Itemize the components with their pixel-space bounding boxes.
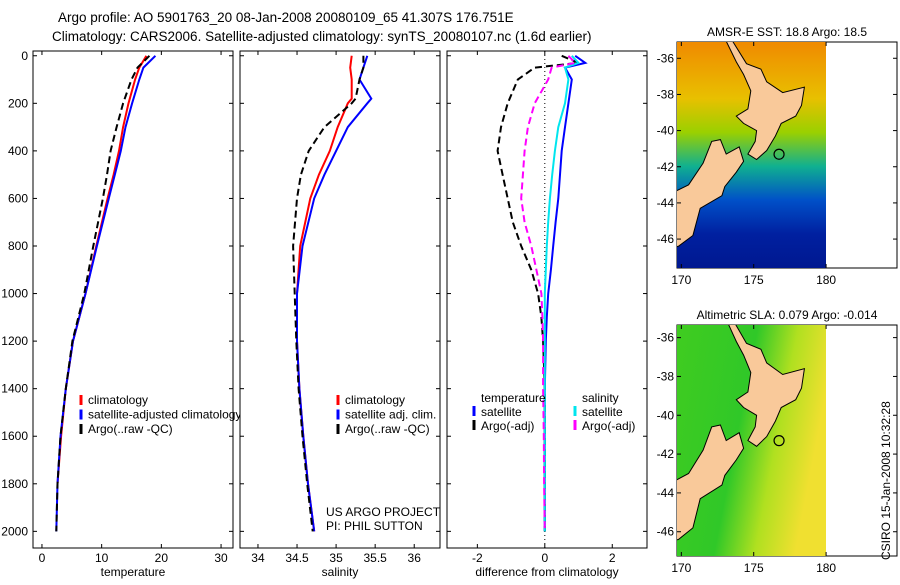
x-tick-label: 35 bbox=[329, 551, 343, 565]
annotation-text: PI: PHIL SUTTON bbox=[326, 519, 423, 533]
lat-tick-label: -42 bbox=[657, 447, 675, 461]
x-tick-label: 2 bbox=[609, 551, 616, 565]
axes-frame bbox=[239, 50, 441, 549]
lon-tick-label: 180 bbox=[816, 273, 836, 287]
y-tick-label: 1400 bbox=[1, 382, 28, 396]
x-axis-label: temperature bbox=[101, 565, 166, 579]
legend-label: Argo(-adj) bbox=[481, 419, 534, 433]
side-stamp: CSIRO 15-Jan-2008 10:32:28 bbox=[879, 401, 893, 560]
lon-tick-label: 170 bbox=[671, 561, 691, 575]
lat-tick-label: -40 bbox=[657, 408, 675, 422]
legend-label: climatology bbox=[88, 393, 148, 407]
y-tick-label: 2000 bbox=[1, 524, 28, 538]
legend-label: climatology bbox=[345, 393, 405, 407]
y-tick-label: 1800 bbox=[1, 477, 28, 491]
lat-tick-label: -46 bbox=[657, 232, 675, 246]
title-line-1: Argo profile: AO 5901763_20 08-Jan-2008 … bbox=[58, 10, 514, 25]
y-tick-label: 800 bbox=[8, 239, 28, 253]
x-tick-label: 0 bbox=[541, 551, 548, 565]
x-tick-label: 34 bbox=[251, 551, 265, 565]
lat-tick-label: -40 bbox=[657, 124, 675, 138]
lat-tick-label: -44 bbox=[657, 486, 675, 500]
axes-frame bbox=[32, 50, 234, 549]
map-sst: AMSR-E SST: 18.8 Argo: 18.5 -36 -38 -40 -42 -… bbox=[657, 25, 898, 287]
series-line-salinity-satellite bbox=[543, 55, 581, 532]
legend-label: satellite bbox=[582, 405, 623, 419]
north-island-land bbox=[726, 42, 806, 161]
title-line-2: Climatology: CARS2006. Satellite-adjuste… bbox=[52, 29, 592, 44]
legend-header-temperature: temperature bbox=[481, 391, 546, 405]
lat-tick-label: -38 bbox=[657, 369, 675, 383]
y-tick-label: 1600 bbox=[1, 429, 28, 443]
map-content bbox=[677, 325, 826, 556]
lat-tick-label: -44 bbox=[657, 196, 675, 210]
map-title: Altimetric SLA: 0.079 Argo: -0.014 bbox=[697, 308, 878, 322]
lon-tick-label: 180 bbox=[816, 561, 836, 575]
lat-tick-label: -38 bbox=[657, 87, 675, 101]
y-tick-label: 1000 bbox=[1, 287, 28, 301]
y-tick-label: 0 bbox=[21, 49, 28, 63]
y-tick-label: 600 bbox=[8, 191, 28, 205]
x-tick-label: 10 bbox=[95, 551, 109, 565]
series-line-salinity-argo-adj- bbox=[520, 55, 578, 532]
map-title: AMSR-E SST: 18.8 Argo: 18.5 bbox=[707, 25, 867, 39]
legend-label: Argo(..raw -QC) bbox=[88, 422, 173, 436]
x-tick-label: 36 bbox=[408, 551, 422, 565]
north-island-land bbox=[728, 325, 806, 447]
lat-tick-label: -36 bbox=[657, 331, 675, 345]
map-sla: Altimetric SLA: 0.079 Argo: -0.014 -36 -38… bbox=[657, 308, 898, 575]
annotation-text: US ARGO PROJECT bbox=[326, 505, 441, 519]
lon-tick-label: 170 bbox=[671, 273, 691, 287]
series-line-argo-raw-qc- bbox=[55, 55, 151, 532]
profile-panel-1: 0 10 20 30 temperature 0 200 400 600 800 1000 1200 1… bbox=[1, 49, 241, 579]
y-tick-label: 400 bbox=[8, 144, 28, 158]
south-island-land bbox=[677, 139, 745, 247]
legend-label: satellite adj. clim. bbox=[345, 408, 436, 422]
x-tick-label: 35.5 bbox=[363, 551, 387, 565]
legend-header-salinity: salinity bbox=[582, 391, 619, 405]
x-tick-label: 0 bbox=[39, 551, 46, 565]
lat-tick-label: -46 bbox=[657, 525, 675, 539]
x-tick-label: 34.5 bbox=[285, 551, 309, 565]
argo-location-marker bbox=[773, 435, 785, 447]
south-island-land bbox=[677, 424, 745, 541]
legend-label: Argo(-adj) bbox=[582, 419, 635, 433]
legend-label: Argo(..raw -QC) bbox=[345, 422, 430, 436]
lat-tick-label: -42 bbox=[657, 160, 675, 174]
x-tick-label: -2 bbox=[472, 551, 483, 565]
profile-panel-2: 34 34.5 35 35.5 36 salinity climatologysatelli… bbox=[239, 50, 441, 579]
x-axis-label: salinity bbox=[322, 565, 359, 579]
x-axis-label: difference from climatology bbox=[475, 565, 618, 579]
lat-tick-label: -36 bbox=[657, 51, 675, 65]
argo-location-marker bbox=[773, 148, 785, 160]
x-tick-label: 20 bbox=[155, 551, 169, 565]
legend-label: satellite-adjusted climatology bbox=[88, 408, 241, 422]
legend-label: satellite bbox=[481, 405, 522, 419]
series-line-argo-raw-qc- bbox=[292, 55, 365, 532]
lon-tick-label: 175 bbox=[744, 561, 764, 575]
map-content bbox=[677, 42, 826, 268]
y-tick-label: 1200 bbox=[1, 334, 28, 348]
x-tick-label: 30 bbox=[214, 551, 228, 565]
lon-tick-label: 175 bbox=[744, 273, 764, 287]
y-tick-label: 200 bbox=[8, 96, 28, 110]
